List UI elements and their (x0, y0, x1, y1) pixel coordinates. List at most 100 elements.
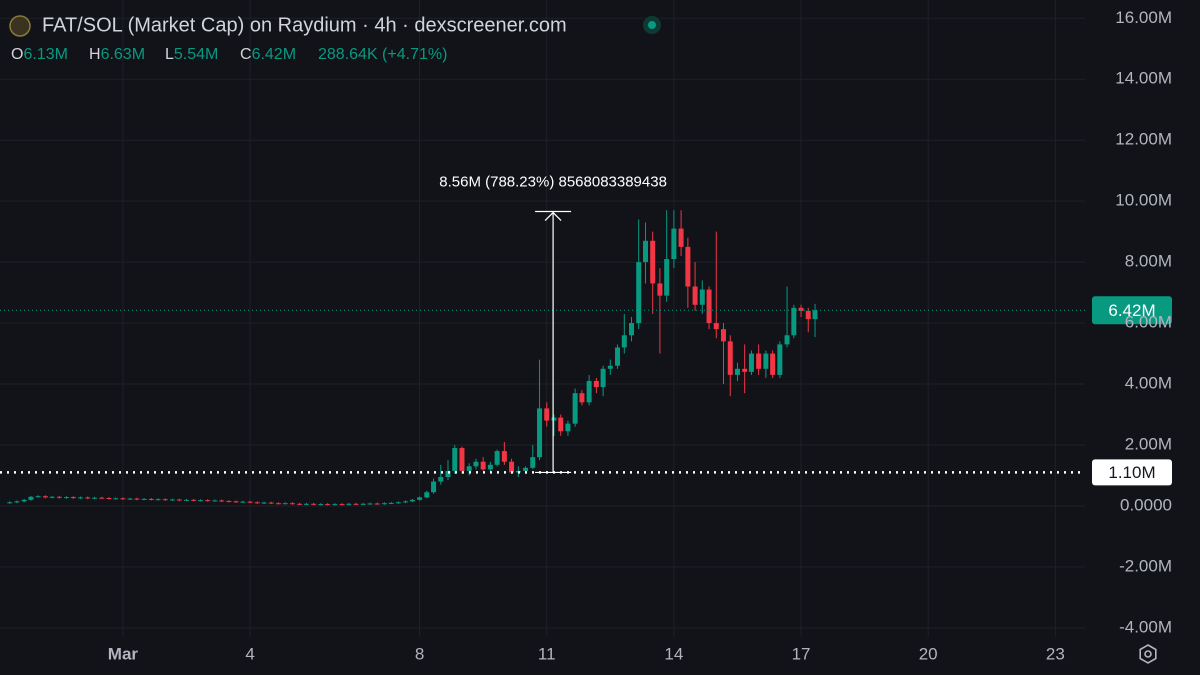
candle-body (607, 365, 613, 369)
candle-body (395, 502, 401, 504)
y-tick-label: 14.00M (1115, 69, 1172, 88)
y-tick-label: 0.0000 (1120, 495, 1172, 514)
candle-body (777, 344, 783, 375)
candle-body (254, 502, 260, 504)
candle-body (791, 307, 797, 336)
candle-body (621, 335, 627, 348)
candle-body (763, 353, 769, 369)
low-label: L (165, 46, 174, 63)
candle-body (798, 307, 804, 311)
candle-body (692, 286, 698, 305)
candle-body (403, 501, 409, 503)
candle-body (501, 451, 507, 462)
candle-body (734, 368, 740, 375)
candle-body (42, 496, 48, 498)
candle-body (523, 467, 529, 471)
candle-body (367, 503, 373, 505)
candle-body (572, 393, 578, 424)
candle-body (417, 497, 423, 500)
candle-body (805, 310, 811, 320)
candle-body (64, 497, 70, 499)
last-price-label: 6.42M (1108, 301, 1155, 320)
y-tick-label: -2.00M (1119, 556, 1172, 575)
candle-body (183, 499, 189, 501)
candle-body (332, 504, 338, 506)
candle-body (268, 502, 274, 504)
candle-body (509, 461, 515, 473)
candle-body (720, 329, 726, 342)
grid (0, 0, 1085, 637)
ohlc-legend: O6.13M H6.63M L5.54M C6.42M 288.64K (+4.… (11, 46, 447, 63)
candle-body (346, 503, 352, 505)
y-tick-label: 8.00M (1125, 252, 1172, 271)
x-tick-label: 8 (415, 644, 424, 663)
settings-icon-center[interactable] (1144, 650, 1152, 658)
y-tick-label: 16.00M (1115, 8, 1172, 27)
candle-body (28, 496, 34, 500)
candle-body (92, 497, 98, 499)
candle-body (784, 335, 790, 345)
token-logo (9, 15, 31, 37)
candle-body (452, 448, 458, 471)
candle-body (565, 423, 571, 432)
candle-body (748, 353, 754, 372)
candle-body (473, 461, 479, 467)
measure-label: 8.56M (788.23%) 8568083389438 (439, 173, 667, 190)
candle-body (544, 408, 550, 421)
candle-body (742, 368, 748, 372)
candle-body (650, 240, 656, 284)
candle-body (551, 417, 557, 421)
candle-body (303, 503, 309, 505)
y-tick-label: -4.00M (1119, 617, 1172, 636)
candle-body (657, 283, 663, 296)
candle-body (629, 323, 635, 336)
candle-body (120, 498, 126, 500)
measure-tag (1092, 459, 1172, 486)
measure-tag-label: 1.10M (1108, 463, 1155, 482)
candle-body (671, 228, 677, 260)
candle-body (459, 448, 465, 471)
y-tick-label: 4.00M (1125, 374, 1172, 393)
x-tick-label: 17 (792, 644, 811, 663)
candle-body (812, 310, 818, 320)
candle-body (381, 503, 387, 505)
candle-body (770, 353, 776, 375)
candle-body (537, 408, 543, 458)
candle-body (78, 497, 84, 499)
settings-button[interactable] (1139, 644, 1157, 664)
candle-body (191, 499, 197, 501)
candle-body (409, 499, 415, 502)
candle-body (275, 503, 281, 505)
y-tick-label: 10.00M (1115, 191, 1172, 210)
candle-body (318, 504, 324, 506)
candle-body (155, 499, 161, 501)
close-value: 6.42M (252, 46, 296, 63)
candle-body (600, 368, 606, 388)
high-value: 6.63M (101, 46, 145, 63)
candle-body (247, 501, 253, 503)
candle-body (176, 499, 182, 501)
x-tick-label: 23 (1046, 644, 1065, 663)
settings-icon[interactable] (1139, 644, 1157, 664)
open-value: 6.13M (23, 46, 67, 63)
candle-body (21, 499, 27, 502)
candle-body (466, 466, 472, 471)
candle-body (438, 476, 444, 482)
candle-body (586, 380, 592, 403)
candle-body (664, 259, 670, 296)
overlay: 6.42M 8.56M (788.23%) 8568083389438 1.10M (0, 173, 1172, 486)
candle-body (99, 497, 105, 499)
axes: 16.00M 14.00M 12.00M 10.00M 8.00M 6.00M 4.00M 2… (108, 8, 1172, 664)
candle-body (127, 498, 133, 500)
candle-body (339, 504, 345, 506)
y-tick-label: 2.00M (1125, 434, 1172, 453)
candle-body (311, 503, 317, 505)
candle-body (106, 498, 112, 500)
candle-body (579, 393, 585, 403)
candle-body (49, 496, 55, 498)
candle-body (699, 289, 705, 305)
candle-body (756, 353, 762, 369)
candle-body (35, 496, 41, 498)
candle-body (197, 500, 203, 502)
